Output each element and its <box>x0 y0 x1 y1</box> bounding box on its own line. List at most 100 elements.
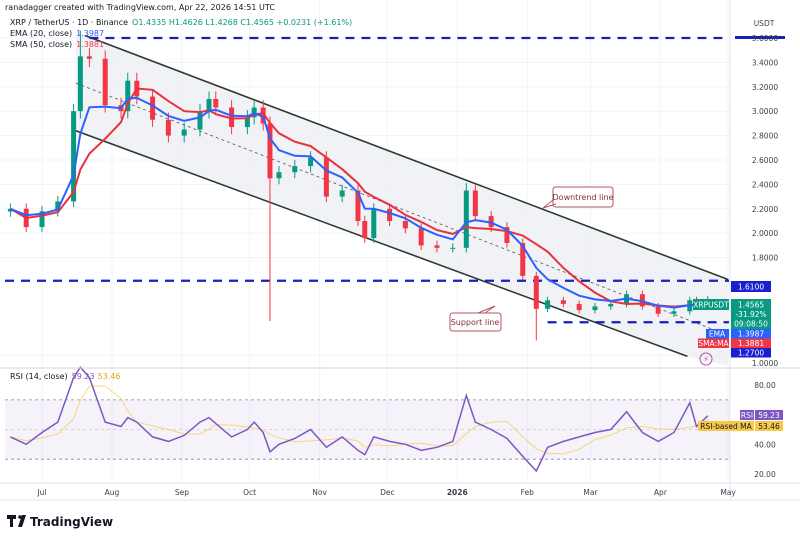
price-tick-label: 2.6000 <box>752 156 778 165</box>
support-tag-value: 1.2700 <box>738 349 764 358</box>
time-tick-label: Nov <box>312 488 327 497</box>
rsi-tick-label: 40.00 <box>754 440 776 449</box>
resistance-tag-value: 1.6100 <box>738 283 764 292</box>
sma-tag <box>698 338 729 348</box>
rsi-ma-value-tag <box>755 421 783 431</box>
candle-body <box>150 96 156 120</box>
candle-body <box>77 56 83 112</box>
candle-body <box>533 275 539 309</box>
tradingview-logo[interactable]: TradingView <box>7 515 113 529</box>
price-change: -31.92% <box>735 310 766 319</box>
rsi-axis[interactable]: 80.00 40.00 20.00 <box>754 381 776 479</box>
ema-tag-label: EMA <box>709 330 726 339</box>
candle-body <box>7 208 13 212</box>
time-tick-label: Jul <box>36 488 46 497</box>
candle-body <box>671 311 677 314</box>
price-tick-label: 2.8000 <box>752 132 778 141</box>
last-price: 1.4565 <box>738 301 764 310</box>
legend-rsi[interactable]: RSI (14, close) 59.23 53.46 <box>10 372 120 381</box>
candle-body <box>655 306 661 314</box>
sma-value-tag <box>731 338 771 348</box>
candle-body <box>213 99 219 108</box>
candle-body <box>308 157 314 167</box>
legend-ema[interactable]: EMA (20, close) 1.3987 <box>10 29 104 38</box>
candle-body <box>276 172 282 179</box>
ema-tag <box>706 329 729 339</box>
time-tick-label: Mar <box>583 488 598 497</box>
legend-symbol[interactable]: XRP / TetherUS · 1D · Binance O1.4335 H1.… <box>10 18 352 27</box>
time-tick-label: Apr <box>654 488 668 497</box>
time-axis[interactable]: Jul Aug Sep Oct Nov Dec 2026 Feb Mar Apr May <box>36 488 736 497</box>
price-tick-label: 3.0000 <box>752 107 778 116</box>
trendline-upper <box>84 34 729 281</box>
candle-body <box>371 208 377 239</box>
symbol-tag-label: XRPUSDT <box>693 301 729 310</box>
price-tick-label: 2.4000 <box>752 180 778 189</box>
candle-body <box>165 119 171 136</box>
ema-tag-value: 1.3987 <box>738 330 764 339</box>
channel-fill <box>75 32 729 366</box>
tradingview-logo-icon <box>7 515 26 527</box>
time-tick-label: Dec <box>380 488 395 497</box>
time-tick-label: Aug <box>105 488 120 497</box>
resistance-tag <box>731 281 771 292</box>
candle-body <box>244 117 250 128</box>
candle-body <box>181 129 187 136</box>
candle-body <box>418 228 424 246</box>
time-tick-label: Oct <box>243 488 256 497</box>
rsi-line <box>10 365 709 473</box>
candle-body <box>362 221 368 239</box>
candle-body <box>450 247 456 249</box>
downtrend-label: Downtrend line <box>553 193 614 202</box>
lightning-icon[interactable] <box>699 352 713 366</box>
candle-body <box>608 303 614 307</box>
rsi-tag-value: 59.23 <box>758 411 780 420</box>
candle-body <box>339 190 345 197</box>
candle-body <box>545 300 551 309</box>
symbol-tag <box>693 299 729 310</box>
price-tick-label: 2.0000 <box>752 229 778 238</box>
candle-body <box>260 107 266 124</box>
candle-body <box>39 211 45 228</box>
rsi-ma-tag <box>698 421 754 431</box>
candle-body <box>206 99 212 112</box>
ema-value-tag <box>731 329 771 339</box>
candle-body <box>402 221 408 229</box>
price-tick-label: 1.0000 <box>752 359 778 368</box>
rsi-ma-line <box>10 385 709 455</box>
rsi-tag <box>740 410 754 420</box>
candle-body <box>434 245 440 248</box>
time-tick-label: 2026 <box>447 488 468 497</box>
rsi-tag-label: RSI <box>741 411 753 420</box>
rsi-tick-label: 20.00 <box>754 470 776 479</box>
candle-body <box>463 190 469 248</box>
price-tick-label: 3.4000 <box>752 58 778 67</box>
candle-body <box>504 227 510 243</box>
price-tick-label: 1.8000 <box>752 254 778 263</box>
support-callout[interactable]: Support line <box>449 305 502 332</box>
candle-body <box>71 111 77 202</box>
last-price-tag <box>731 299 771 329</box>
candle-body <box>86 56 92 59</box>
candle-body <box>267 123 273 179</box>
price-tick-label: 2.2000 <box>752 205 778 214</box>
candle-body <box>576 303 582 311</box>
trendline-lower <box>75 129 688 358</box>
price-axis[interactable]: 3.6000 3.4000 3.2000 3.0000 2.8000 2.6000 2.40… <box>752 34 778 368</box>
candle-body <box>387 208 393 221</box>
candle-body <box>197 111 203 130</box>
rsi-tick-label: 80.00 <box>754 381 776 390</box>
top-level-tag <box>735 36 785 39</box>
sma-tag-label: SMA:MA <box>698 339 729 348</box>
time-tick-label: Feb <box>521 488 535 497</box>
candle-body <box>102 58 108 106</box>
time-tick-label: May <box>720 488 736 497</box>
legend-sma[interactable]: SMA (50, close) 1.3881 <box>10 40 104 49</box>
candle-body <box>592 306 598 311</box>
candle-body <box>472 190 478 217</box>
horizontal-levels[interactable] <box>5 36 785 324</box>
candle-body <box>520 242 526 276</box>
downtrend-callout[interactable]: Downtrend line <box>542 186 614 209</box>
candle-body <box>229 107 235 128</box>
